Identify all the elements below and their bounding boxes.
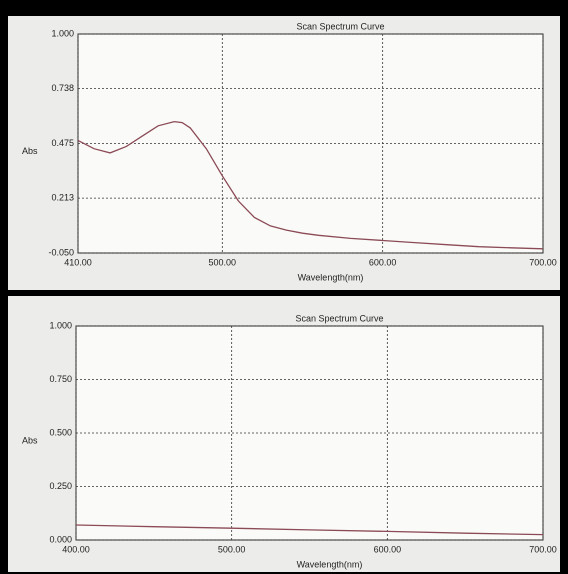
y-tick-label: 1.000 — [51, 28, 74, 38]
x-tick-label: 700.00 — [529, 544, 557, 554]
x-tick-label: 600.00 — [369, 257, 397, 267]
x-tick-label: 700.00 — [529, 257, 557, 267]
chart-title: Scan Spectrum Curve — [296, 21, 384, 31]
y-tick-label: 0.000 — [49, 534, 72, 544]
x-tick-label: 600.00 — [374, 544, 402, 554]
chart-title: Scan Spectrum Curve — [295, 313, 383, 323]
y-tick-label: 0.250 — [49, 481, 72, 491]
y-tick-label: 0.738 — [51, 83, 74, 93]
y-tick-label: -0.050 — [48, 247, 74, 257]
x-tick-label: 500.00 — [209, 257, 237, 267]
screens: Scan Spectrum Curve Abs Wavelength(nm) -0.0… — [0, 0, 568, 574]
y-axis-label: Abs — [22, 435, 38, 445]
y-tick-label: 1.000 — [49, 320, 72, 330]
y-tick-label: 0.750 — [49, 374, 72, 384]
y-tick-label: 0.213 — [51, 193, 74, 203]
x-tick-label: 400.00 — [62, 544, 90, 554]
page: {"chart_data": [ {"type": "line", "title… — [0, 0, 568, 574]
y-tick-label: 0.475 — [51, 138, 74, 148]
y-axis-label: Abs — [22, 146, 38, 156]
y-tick-label: 0.500 — [49, 427, 72, 437]
x-tick-label: 410.00 — [64, 257, 92, 267]
x-axis-label: Wavelength(nm) — [298, 272, 364, 282]
x-axis-label: Wavelength(nm) — [297, 559, 363, 569]
x-tick-label: 500.00 — [218, 544, 246, 554]
